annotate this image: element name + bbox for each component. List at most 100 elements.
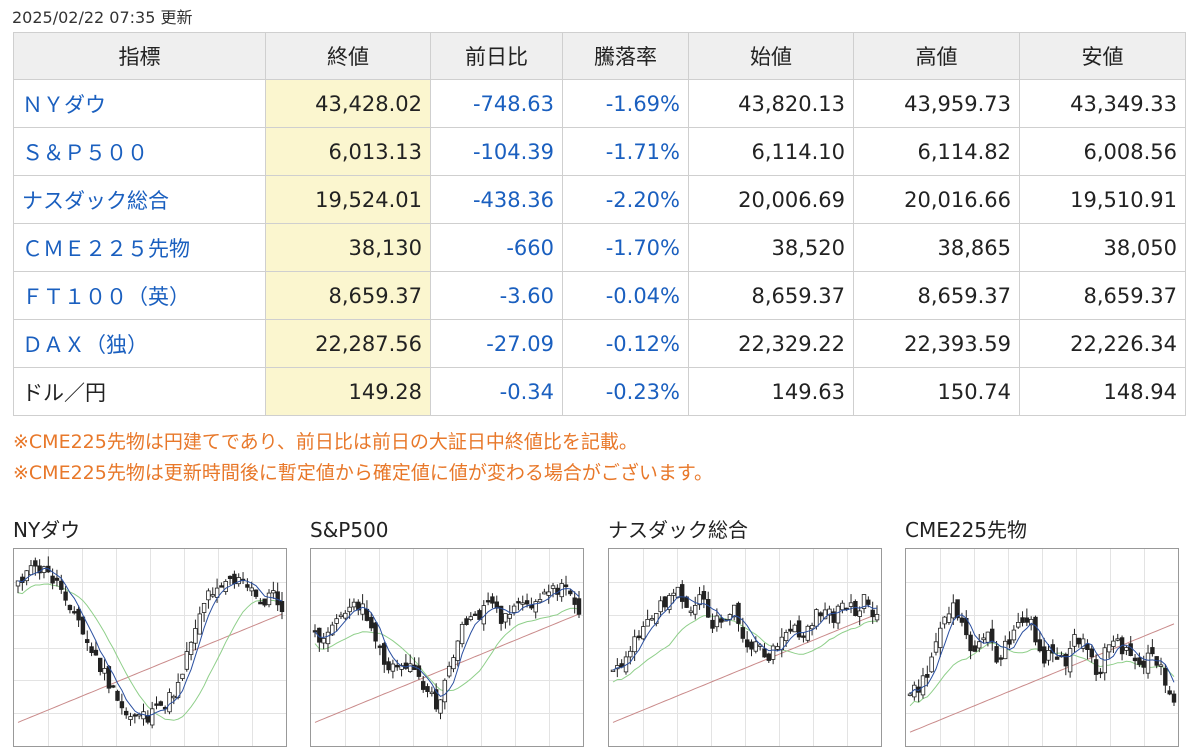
candle-body [477, 610, 482, 620]
candle-body [1115, 638, 1120, 641]
candle-body [321, 638, 326, 644]
candle-body [347, 606, 352, 613]
candle-body [468, 616, 473, 620]
candle-body [831, 611, 836, 623]
change-cell: -660 [430, 223, 563, 272]
candlestick-chart [14, 549, 286, 746]
index-link[interactable]: ＮＹダウ [22, 92, 106, 117]
candle-body [111, 685, 116, 688]
candle-body [93, 649, 99, 656]
candle-body [188, 641, 194, 655]
candle-body [1089, 648, 1094, 658]
note-line: ※CME225先物は円建てであり、前日比は前日の大証日中終値比を記載。 [13, 431, 638, 453]
candle-body [210, 594, 215, 597]
chart-title: CME225先物 [905, 518, 1028, 542]
candle-body [119, 701, 125, 709]
high-cell: 38,865 [853, 223, 1020, 272]
candle-body [343, 612, 348, 619]
candle-body [775, 646, 780, 650]
candle-body [568, 590, 573, 595]
low-cell: 6,008.56 [1019, 127, 1186, 176]
chart-cme[interactable]: CME225先物 [905, 516, 1179, 747]
table-row: ＣＭＥ２２５先物 38,130 -660 -1.70% 38,520 38,865 38,0… [13, 223, 1186, 272]
candle-body [783, 632, 789, 642]
candle-body [72, 611, 77, 614]
table-row: ナスダック総合 19,524.01 -438.36 -2.20% 20,006.69 20… [13, 175, 1186, 224]
candle-body [835, 605, 841, 624]
low-cell: 38,050 [1019, 223, 1186, 272]
index-name-cell: Ｓ＆Ｐ５００ [13, 127, 266, 176]
open-cell: 38,520 [688, 223, 854, 272]
chart-spx[interactable]: S&P500 [310, 516, 584, 747]
header-high: 高値 [853, 32, 1020, 80]
change-cell: -748.63 [430, 79, 563, 128]
candle-body [1072, 634, 1077, 647]
chart-canvas[interactable] [310, 548, 584, 747]
candle-body [1003, 640, 1008, 660]
candle-body [227, 575, 233, 579]
index-name-cell: ＣＭＥ２２５先物 [13, 223, 266, 272]
candle-body [507, 614, 512, 619]
candle-body [792, 624, 797, 633]
high-cell: 150.74 [853, 367, 1020, 416]
candle-body [124, 710, 129, 716]
candle-body [325, 631, 331, 645]
candle-body [714, 615, 720, 628]
table-row: ＦＴ１００（英） 8,659.37 -3.60 -0.04% 8,659.37 8,659… [13, 271, 1186, 320]
index-name-cell: ＤＡＸ（独） [13, 319, 266, 368]
header-rate: 騰落率 [562, 32, 689, 80]
candle-body [253, 589, 259, 597]
index-link[interactable]: Ｓ＆Ｐ５００ [22, 140, 148, 165]
candle-body [632, 636, 637, 653]
candle-body [464, 618, 469, 625]
candle-body [171, 695, 176, 699]
candle-body [645, 619, 650, 627]
change-cell: -3.60 [430, 271, 563, 320]
index-link[interactable]: ＤＡＸ（独） [22, 332, 148, 357]
chart-canvas[interactable] [608, 548, 882, 747]
close-cell: 22,287.56 [265, 319, 431, 368]
candle-body [1098, 671, 1103, 675]
candle-body [429, 691, 435, 695]
candle-body [262, 598, 267, 606]
candle-body [442, 679, 447, 703]
candle-body [37, 565, 42, 574]
candle-body [1033, 616, 1038, 643]
candle-body [818, 612, 823, 617]
chart-canvas[interactable] [13, 548, 287, 747]
chart-canvas[interactable] [905, 548, 1179, 747]
candle-body [542, 591, 547, 595]
index-link[interactable]: ナスダック総合 [22, 188, 169, 213]
candle-body [1124, 647, 1129, 651]
index-link[interactable]: ＣＭＥ２２５先物 [22, 236, 190, 261]
candle-body [671, 592, 676, 596]
candle-body [351, 601, 357, 608]
chart-nasdaq[interactable]: ナスダック総合 [608, 516, 882, 747]
candle-body [1016, 622, 1021, 628]
candle-body [258, 601, 263, 605]
candle-body [516, 601, 521, 604]
candle-body [115, 690, 120, 701]
moving-average-short [17, 567, 283, 717]
candle-body [576, 598, 582, 615]
candle-body [1132, 657, 1138, 662]
candle-body [946, 613, 952, 623]
candlestick-chart [311, 549, 583, 746]
index-link[interactable]: ＦＴ１００（英） [22, 284, 190, 309]
candle-body [874, 614, 880, 621]
candle-body [511, 605, 517, 613]
close-cell: 43,428.02 [265, 79, 431, 128]
moving-average-long [17, 613, 283, 723]
high-cell: 8,659.37 [853, 271, 1020, 320]
candle-body [788, 628, 793, 632]
candle-body [472, 613, 478, 616]
change-cell: -0.34 [430, 367, 563, 416]
candle-body [1007, 639, 1012, 645]
chart-dow[interactable]: NYダウ [13, 516, 287, 747]
candle-body [972, 645, 978, 652]
change-cell: -27.09 [430, 319, 563, 368]
candle-body [1137, 657, 1142, 665]
candle-body [866, 599, 871, 605]
moving-average-long [612, 613, 878, 723]
moving-average-short [909, 614, 1175, 695]
